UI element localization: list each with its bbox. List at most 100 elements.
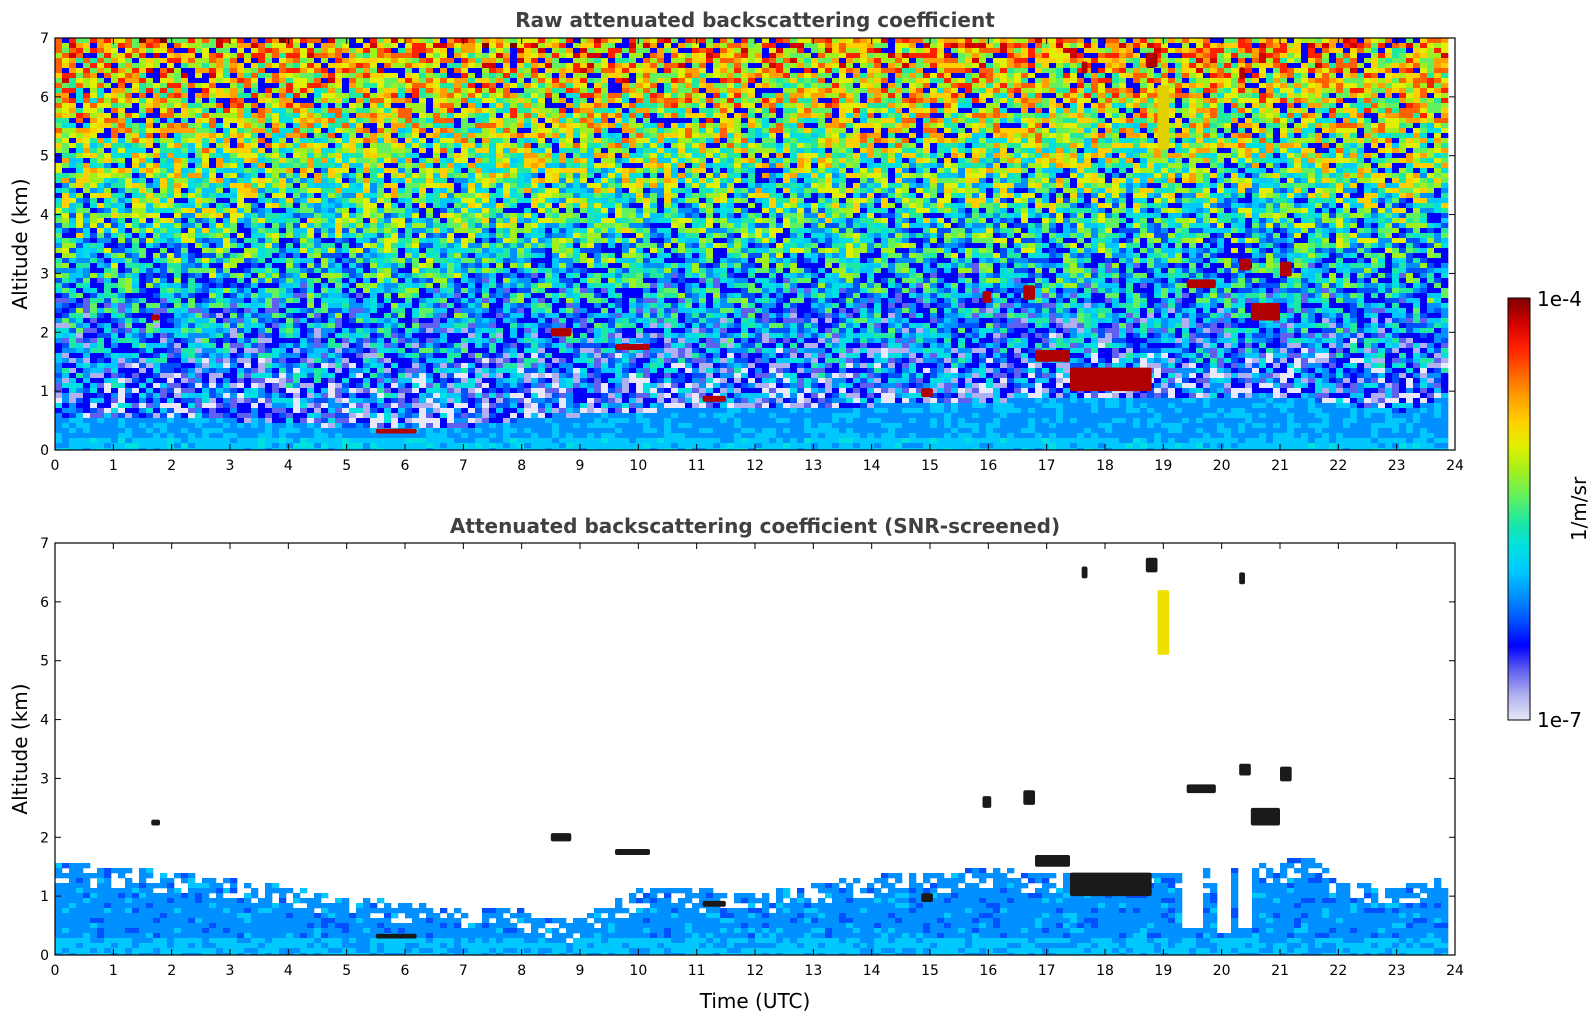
heatmap-cell <box>307 448 315 450</box>
heatmap-cell <box>237 438 245 444</box>
heatmap-cell <box>384 68 392 74</box>
heatmap-cell <box>377 363 385 369</box>
heatmap-cell <box>279 133 287 139</box>
heatmap-cell <box>370 248 378 254</box>
heatmap-cell <box>111 438 119 444</box>
heatmap-cell <box>293 228 301 234</box>
heatmap-cell <box>265 428 273 434</box>
heatmap-cell <box>468 248 476 254</box>
heatmap-cell <box>377 68 385 74</box>
heatmap-cell <box>461 308 469 314</box>
heatmap-cell <box>181 118 189 124</box>
heatmap-cell <box>426 428 434 434</box>
heatmap-cell <box>405 93 413 99</box>
heatmap-cell <box>426 43 434 49</box>
heatmap-cell <box>314 418 322 424</box>
heatmap-cell <box>377 198 385 204</box>
heatmap-cell <box>188 418 196 424</box>
heatmap-cell <box>293 108 301 114</box>
heatmap-cell <box>405 283 413 289</box>
heatmap-cell <box>230 238 238 244</box>
heatmap-cell <box>300 363 308 369</box>
heatmap-cell <box>104 83 112 89</box>
heatmap-cell <box>237 403 245 409</box>
heatmap-cell <box>293 83 301 89</box>
heatmap-cell <box>279 258 287 264</box>
heatmap-cell <box>69 63 77 69</box>
heatmap-cell <box>76 403 84 409</box>
heatmap-cell <box>468 108 476 114</box>
heatmap-cell <box>265 333 273 339</box>
heatmap-cell <box>125 258 133 264</box>
heatmap-cell <box>468 263 476 269</box>
heatmap-cell <box>398 143 406 149</box>
heatmap-cell <box>307 53 315 59</box>
heatmap-cell <box>237 183 245 189</box>
heatmap-cell <box>97 338 105 344</box>
heatmap-cell <box>405 48 413 54</box>
heatmap-cell <box>83 428 91 434</box>
heatmap-cell <box>440 228 448 234</box>
heatmap-cell <box>139 268 147 274</box>
heatmap-cell <box>328 383 336 389</box>
heatmap-cell <box>307 93 315 99</box>
heatmap-cell <box>167 73 175 79</box>
heatmap-cell <box>405 218 413 224</box>
heatmap-cell <box>342 348 350 354</box>
heatmap-cell <box>363 183 371 189</box>
heatmap-cell <box>202 203 210 209</box>
heatmap-cell <box>475 48 483 54</box>
heatmap-cell <box>300 263 308 269</box>
heatmap-cell <box>426 268 434 274</box>
heatmap-cell <box>69 313 77 319</box>
heatmap-cell <box>335 258 343 264</box>
heatmap-cell <box>104 323 112 329</box>
heatmap-cell <box>412 108 420 114</box>
heatmap-cell <box>202 223 210 229</box>
heatmap-cell <box>321 63 329 69</box>
heatmap-cell <box>349 253 357 259</box>
heatmap-cell <box>321 103 329 109</box>
heatmap-cell <box>76 278 84 284</box>
heatmap-cell <box>335 113 343 119</box>
heatmap-cell <box>118 248 126 254</box>
heatmap-cell <box>251 368 259 374</box>
heatmap-cell <box>370 408 378 414</box>
heatmap-cell <box>454 258 462 264</box>
heatmap-cell <box>356 68 364 74</box>
heatmap-cell <box>125 268 133 274</box>
heatmap-cell <box>286 168 294 174</box>
heatmap-cell <box>230 423 238 429</box>
heatmap-cell <box>419 263 427 269</box>
heatmap-cell <box>384 263 392 269</box>
heatmap-cell <box>216 313 224 319</box>
heatmap-cell <box>188 258 196 264</box>
heatmap-cell <box>104 58 112 64</box>
heatmap-cell <box>286 418 294 424</box>
heatmap-cell <box>181 113 189 119</box>
heatmap-cell <box>251 113 259 119</box>
heatmap-cell <box>356 328 364 334</box>
heatmap-cell <box>195 268 203 274</box>
heatmap-cell <box>349 353 357 359</box>
heatmap-cell <box>153 168 161 174</box>
heatmap-cell <box>237 118 245 124</box>
heatmap-cell <box>335 288 343 294</box>
heatmap-cell <box>62 88 70 94</box>
heatmap-cell <box>237 148 245 154</box>
heatmap-cell <box>377 338 385 344</box>
heatmap-cell <box>405 443 413 449</box>
heatmap-cell <box>293 283 301 289</box>
heatmap-cell <box>426 353 434 359</box>
heatmap-cell <box>223 98 231 104</box>
heatmap-cell <box>251 298 259 304</box>
heatmap-cell <box>356 83 364 89</box>
heatmap-cell <box>111 298 119 304</box>
heatmap-cell <box>461 98 469 104</box>
heatmap-cell <box>370 218 378 224</box>
heatmap-cell <box>286 88 294 94</box>
heatmap-cell <box>216 173 224 179</box>
heatmap-cell <box>202 318 210 324</box>
heatmap-cell <box>391 258 399 264</box>
heatmap-cell <box>349 348 357 354</box>
